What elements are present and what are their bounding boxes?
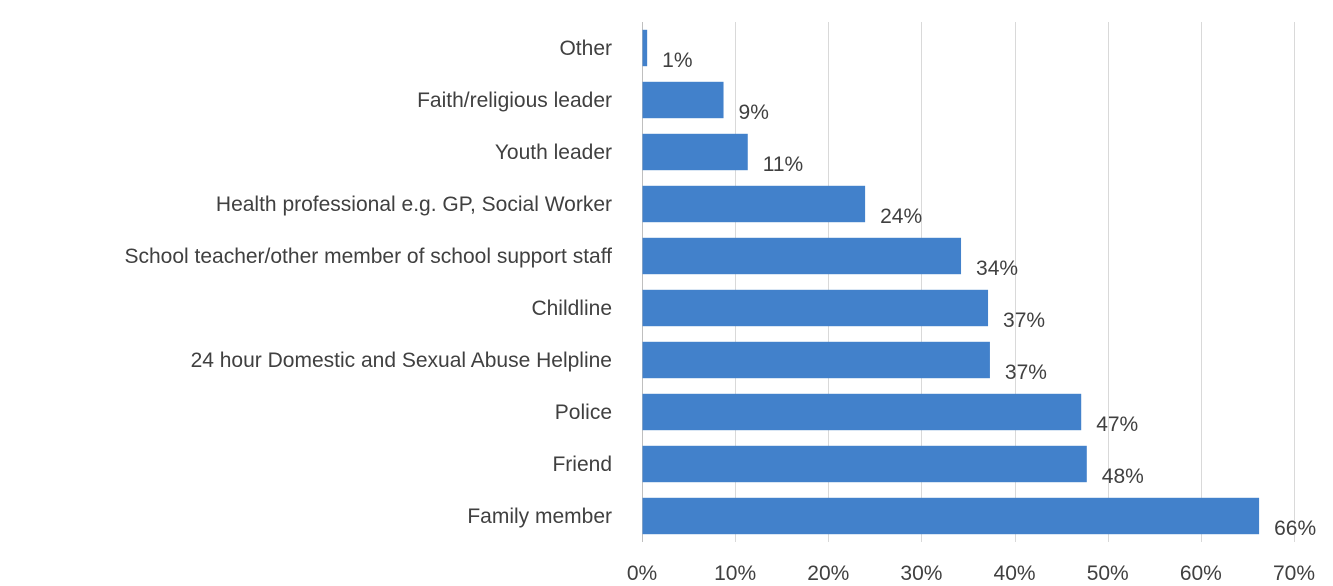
category-label: Family member [467, 505, 612, 528]
value-label: 1% [662, 49, 692, 72]
bars [642, 29, 1260, 535]
category-label: 24 hour Domestic and Sexual Abuse Helpli… [191, 349, 612, 372]
category-label: Friend [552, 453, 612, 476]
bar [642, 29, 648, 67]
value-label: 11% [763, 153, 803, 176]
value-label: 9% [739, 101, 769, 124]
x-tick-label: 40% [994, 562, 1036, 585]
x-tick-label: 0% [627, 562, 657, 585]
bar [642, 289, 989, 327]
bar [642, 341, 990, 379]
gridlines [642, 22, 1295, 542]
x-tick-label: 10% [714, 562, 756, 585]
x-axis-tick-labels: 0% 10% 20% 30% 40% 50% 60% 70% [627, 562, 1315, 585]
x-tick-label: 20% [807, 562, 849, 585]
x-tick-label: 70% [1273, 562, 1315, 585]
bar [642, 237, 962, 275]
value-labels: 1% 9% 11% 24% 34% 37% 37% 47% 48% 66% [662, 49, 1316, 540]
value-label: 24% [880, 205, 922, 228]
x-tick-label: 60% [1180, 562, 1222, 585]
value-label: 34% [976, 257, 1018, 280]
category-label: Faith/religious leader [417, 89, 612, 112]
category-label: Police [555, 401, 612, 424]
value-label: 37% [1003, 309, 1045, 332]
x-tick-label: 50% [1087, 562, 1129, 585]
bar [642, 497, 1260, 535]
bar [642, 133, 748, 171]
bar [642, 81, 724, 119]
category-label: Health professional e.g. GP, Social Work… [216, 193, 612, 216]
category-labels: Other Faith/religious leader Youth leader H… [124, 37, 612, 528]
bar [642, 445, 1087, 483]
value-label: 47% [1096, 413, 1138, 436]
value-label: 66% [1274, 517, 1316, 540]
category-label: Other [559, 37, 612, 60]
bar [642, 393, 1082, 431]
category-label: Youth leader [495, 141, 612, 164]
category-label: Childline [531, 297, 612, 320]
value-label: 48% [1102, 465, 1144, 488]
x-tick-label: 30% [900, 562, 942, 585]
bar [642, 185, 866, 223]
value-label: 37% [1005, 361, 1047, 384]
category-label: School teacher/other member of school su… [124, 245, 612, 268]
